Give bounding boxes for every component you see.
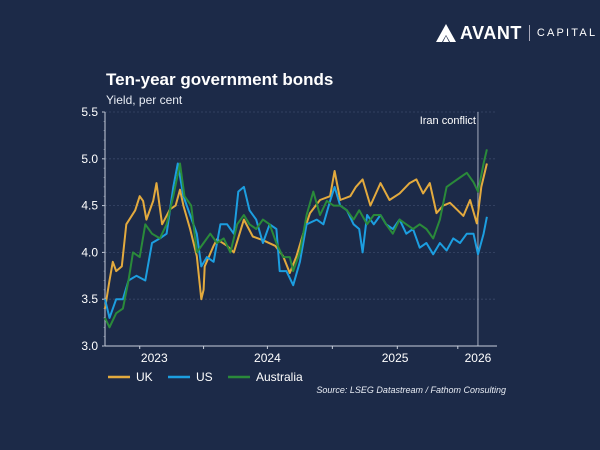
series-line-us bbox=[104, 162, 488, 319]
x-tick-label: 2025 bbox=[382, 351, 409, 365]
y-tick-label: 3.0 bbox=[81, 339, 98, 353]
source-note: Source: LSEG Datastream / Fathom Consult… bbox=[316, 385, 506, 395]
legend-label-uk: UK bbox=[136, 370, 153, 384]
x-tick-label: 2026 bbox=[465, 351, 492, 365]
legend-label-us: US bbox=[196, 370, 213, 384]
x-tick-label: 2024 bbox=[254, 351, 281, 365]
brand-logo: AVANT CAPITAL bbox=[436, 22, 597, 44]
brand-divider bbox=[528, 25, 530, 41]
brand-name: AVANT bbox=[460, 22, 522, 43]
y-tick-label: 5.5 bbox=[81, 105, 98, 119]
avant-logo-icon bbox=[436, 24, 456, 42]
chart-title: Ten-year government bonds bbox=[106, 70, 334, 89]
series-line-uk bbox=[104, 163, 488, 309]
iran-conflict-label: Iran conflict bbox=[420, 115, 476, 127]
y-tick-label: 5.0 bbox=[81, 152, 98, 166]
legend-label-australia: Australia bbox=[256, 370, 303, 384]
y-tick-label: 3.5 bbox=[81, 292, 98, 306]
y-tick-label: 4.0 bbox=[81, 245, 98, 259]
x-tick-label: 2023 bbox=[141, 351, 168, 365]
brand-sub: CAPITAL bbox=[536, 27, 598, 39]
y-tick-label: 4.5 bbox=[81, 199, 98, 213]
y-axis-label: Yield, per cent bbox=[106, 93, 183, 107]
series-line-australia bbox=[104, 149, 488, 329]
